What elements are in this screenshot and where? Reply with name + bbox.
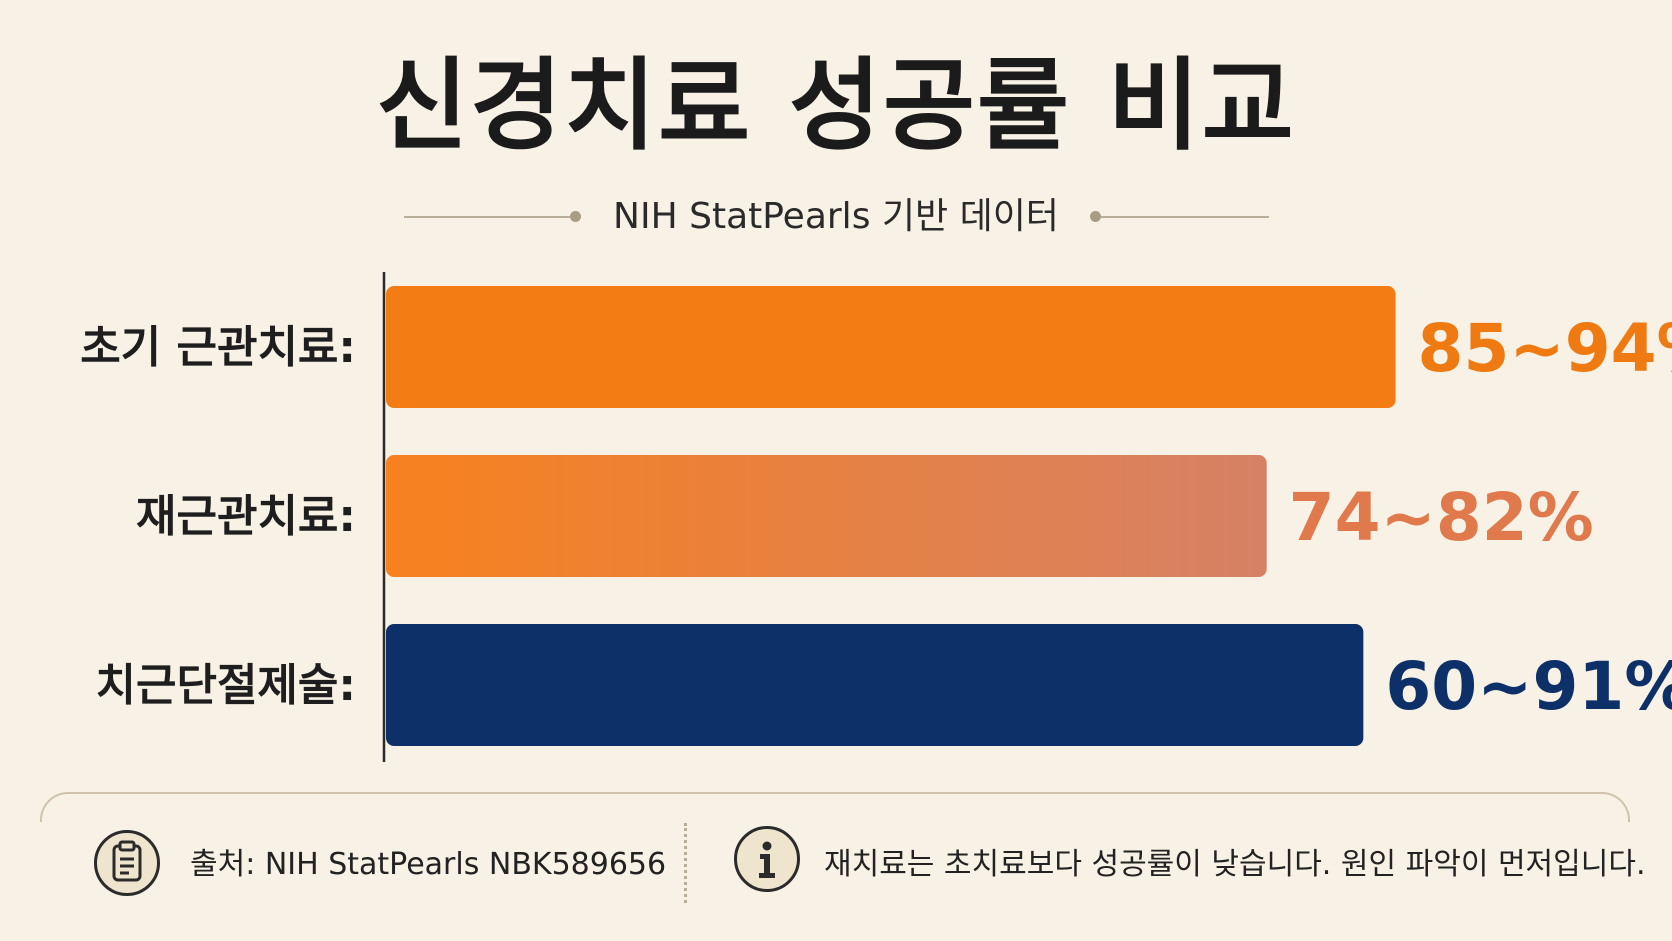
clipboard-icon	[94, 830, 160, 896]
source-text: 출처: NIH StatPearls NBK589656	[190, 847, 667, 882]
note-text: 재치료는 초치료보다 성공률이 낮습니다. 원인 파악이 먼저입니다.	[824, 847, 1646, 882]
bar-2	[386, 455, 1267, 577]
bar-chart: 초기 근관치료: 85~94% 재근관치료: 74~82% 치근단절제술: 60~91%	[80, 272, 1672, 762]
subtitle-right-line	[1101, 216, 1269, 218]
chart-subtitle: NIH StatPearls 기반 데이터	[613, 196, 1059, 237]
category-label-1: 초기 근관치료:	[80, 322, 356, 373]
category-label-2: 재근관치료:	[136, 491, 356, 542]
chart-title: 신경치료 성공률 비교	[376, 47, 1296, 164]
subtitle-right-dot	[1090, 211, 1101, 222]
info-icon	[734, 826, 800, 892]
category-label-3: 치근단절제술:	[96, 660, 356, 711]
footer-frame	[40, 792, 1630, 822]
bar-1	[386, 286, 1396, 408]
footer-divider	[684, 823, 687, 903]
value-label-1: 85~94%	[1418, 310, 1672, 387]
value-label-2: 74~82%	[1289, 479, 1594, 556]
bar-3	[386, 624, 1364, 746]
subtitle-row: NIH StatPearls 기반 데이터	[0, 192, 1672, 242]
subtitle-left-line	[404, 216, 570, 218]
value-label-3: 60~91%	[1385, 648, 1672, 725]
subtitle-left-dot	[570, 211, 581, 222]
